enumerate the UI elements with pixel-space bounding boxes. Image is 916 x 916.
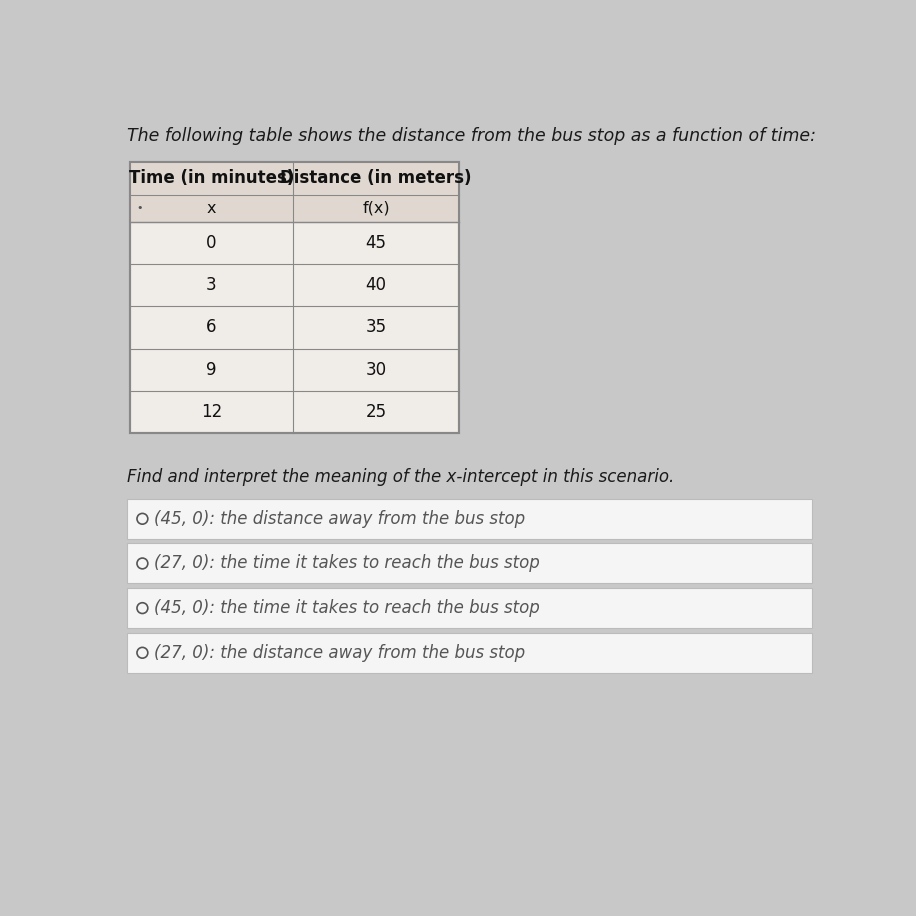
Text: •: • [136, 203, 143, 213]
FancyBboxPatch shape [127, 588, 812, 628]
Text: 35: 35 [365, 319, 387, 336]
FancyBboxPatch shape [130, 162, 460, 433]
FancyBboxPatch shape [127, 633, 812, 672]
Text: 45: 45 [365, 234, 387, 252]
FancyBboxPatch shape [130, 194, 460, 222]
Text: x: x [207, 201, 216, 215]
FancyBboxPatch shape [127, 499, 812, 539]
Text: (45, 0): the time it takes to reach the bus stop: (45, 0): the time it takes to reach the … [154, 599, 540, 617]
Text: f(x): f(x) [362, 201, 390, 215]
Text: 25: 25 [365, 403, 387, 421]
FancyBboxPatch shape [114, 110, 824, 815]
Text: 12: 12 [201, 403, 222, 421]
Text: (27, 0): the time it takes to reach the bus stop: (27, 0): the time it takes to reach the … [154, 554, 540, 572]
Text: Find and interpret the meaning of the x-intercept in this scenario.: Find and interpret the meaning of the x-… [127, 468, 674, 486]
Text: Time (in minutes): Time (in minutes) [128, 169, 294, 188]
Text: 0: 0 [206, 234, 216, 252]
Text: 30: 30 [365, 361, 387, 379]
FancyBboxPatch shape [127, 543, 812, 583]
Text: 6: 6 [206, 319, 216, 336]
Text: 40: 40 [365, 276, 387, 294]
Text: 3: 3 [206, 276, 217, 294]
Text: Distance (in meters): Distance (in meters) [280, 169, 472, 188]
Text: 9: 9 [206, 361, 216, 379]
FancyBboxPatch shape [130, 162, 460, 194]
Text: (27, 0): the distance away from the bus stop: (27, 0): the distance away from the bus … [154, 644, 525, 661]
Text: The following table shows the distance from the bus stop as a function of time:: The following table shows the distance f… [127, 126, 816, 145]
Text: (45, 0): the distance away from the bus stop: (45, 0): the distance away from the bus … [154, 510, 525, 528]
